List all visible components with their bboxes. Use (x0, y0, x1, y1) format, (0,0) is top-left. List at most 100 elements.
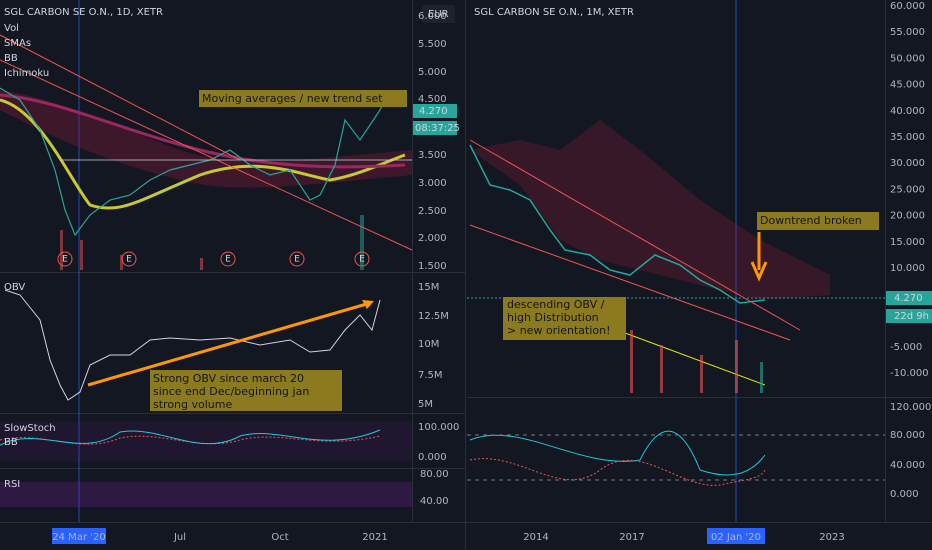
label-box (199, 90, 407, 107)
annotation: Downtrend broken (760, 214, 862, 227)
countdown: 08:37:25 (415, 123, 460, 134)
earnings-label: E (294, 255, 300, 265)
price-axis-label: 50.000 (890, 53, 925, 64)
price-axis-label: 10.000 (890, 263, 925, 274)
obv-line (4, 289, 381, 401)
price (469, 144, 766, 304)
trendline (0, 59, 413, 251)
osc-axis-label: 0.000 (418, 452, 447, 463)
price-axis-label: 25.000 (890, 184, 925, 195)
volume (60, 215, 364, 270)
osc-axis-label: 0.000 (890, 489, 919, 500)
price-axis-label: 3.500 (418, 150, 447, 161)
price-axis-label: -10.000 (890, 368, 929, 379)
rsi-band (0, 482, 412, 507)
obv-axis-label: 15M (418, 282, 439, 293)
cloud (470, 120, 830, 300)
time-axis-label: 2014 (523, 532, 548, 543)
price-axis-label: 1.500 (418, 261, 447, 272)
annotation: descending OBV / (507, 298, 605, 311)
earnings-marker (289, 251, 305, 267)
osc-axis-label: 40.000 (890, 460, 925, 471)
sma (0, 98, 406, 210)
price-axis-label: 6.000 (418, 11, 447, 22)
price-axis-label: 20.000 (890, 211, 925, 222)
arrow-head (362, 300, 374, 309)
osc-axis-label: 80.000 (890, 430, 925, 441)
arrow (87, 301, 371, 387)
obv-axis-label: 5M (418, 399, 433, 410)
chart-title: SGL CARBON SE O.N., 1M, XETR (474, 7, 634, 18)
earnings-label: E (126, 255, 132, 265)
sma (0, 93, 406, 169)
price-axis-label: 5.000 (418, 67, 447, 78)
earnings-label: E (225, 255, 231, 265)
label-box (422, 5, 455, 23)
pane-label: RSI (4, 479, 20, 490)
time-axis-label: Oct (271, 532, 288, 543)
arrow (750, 232, 768, 282)
indicator-label: Vol (4, 23, 19, 34)
price-axis-label: 4.500 (418, 94, 447, 105)
chart-title: SGL CARBON SE O.N., 1D, XETR (4, 7, 163, 18)
price-axis-label: 60.000 (890, 1, 925, 12)
price-tag: 4.270 (894, 293, 923, 304)
osc-axis-label: 80.00 (420, 469, 449, 480)
earnings-label: E (62, 255, 68, 265)
obv-axis-label: 10M (418, 339, 439, 350)
indicator-label: Ichimoku (4, 68, 49, 79)
trendline (469, 224, 791, 341)
osc-line (469, 458, 766, 486)
volume (630, 330, 763, 393)
annotation: > new orientation! (507, 324, 611, 337)
label-box (757, 212, 879, 230)
annotation: since end Dec/beginning jan (153, 385, 309, 398)
time-axis-label: 02 Jan '20 (711, 532, 761, 543)
label-box (413, 104, 457, 118)
price-axis-label: 2.500 (418, 206, 447, 217)
time-axis-label: 24 Mar '20 (52, 532, 105, 543)
cloud (0, 90, 412, 188)
stoch-line (0, 435, 381, 445)
price-tag: 4.270 (419, 106, 448, 117)
trendline (0, 34, 241, 161)
earnings-marker (57, 251, 73, 267)
pane-label: SlowStoch (4, 423, 56, 434)
label-box (150, 370, 342, 411)
price-axis-label: 5.500 (418, 39, 447, 50)
label-box (707, 528, 765, 544)
stoch-line (0, 429, 381, 446)
indicator-label: SMAs (4, 38, 31, 49)
time-axis-label: 2021 (362, 532, 387, 543)
annotation: Moving averages / new trend set (202, 92, 383, 105)
price-axis-label: 3.000 (418, 178, 447, 189)
time-axis-label: 2017 (619, 532, 644, 543)
price-axis-label: -5.000 (890, 342, 922, 353)
earnings-marker (220, 251, 236, 267)
time-axis-label: 2023 (819, 532, 844, 543)
time-axis-label: Jul (173, 532, 186, 543)
label-box (886, 291, 932, 305)
pane-label: BB (4, 437, 18, 448)
label-box (52, 528, 106, 544)
earnings-marker (354, 251, 370, 267)
price-axis-label: 55.000 (890, 27, 925, 38)
label-box (886, 309, 932, 323)
pane-label: OBV (4, 282, 25, 293)
annotation: strong volume (153, 398, 232, 411)
earnings-label: E (359, 255, 365, 265)
obv-axis-label: 12.5M (418, 311, 449, 322)
osc-line (469, 430, 766, 476)
price-axis-label: 35.000 (890, 132, 925, 143)
osc-axis-label: 40.00 (420, 496, 449, 507)
obv-axis-label: 7.5M (418, 370, 443, 381)
annotation: Strong OBV since march 20 (153, 372, 304, 385)
label-box (503, 297, 626, 340)
price-axis-label: 30.000 (890, 158, 925, 169)
earnings-marker (121, 251, 137, 267)
countdown: 22d 9h (894, 311, 929, 322)
annotation: high Distribution (507, 311, 599, 324)
indicator-label: BB (4, 53, 18, 64)
